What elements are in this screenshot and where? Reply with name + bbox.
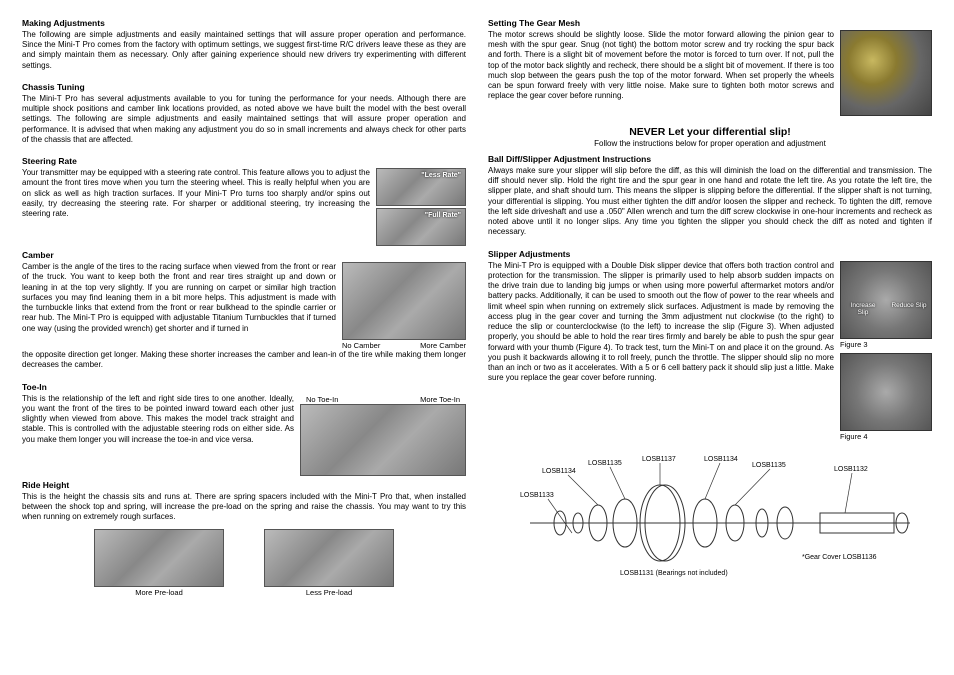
body: The Mini-T Pro is equipped with a Double… xyxy=(488,261,834,384)
caption-no-camber: No Camber xyxy=(342,341,380,350)
right-column: Setting The Gear Mesh The motor screws s… xyxy=(488,18,932,657)
heading: Setting The Gear Mesh xyxy=(488,18,932,28)
section-toe-in: Toe-In This is the relationship of the l… xyxy=(22,382,466,476)
body: Always make sure your slipper will slip … xyxy=(488,166,932,238)
subhead-never-slip: Follow the instructions below for proper… xyxy=(488,139,932,148)
gear-mesh-figure xyxy=(840,30,932,116)
heading: Steering Rate xyxy=(22,156,466,166)
heading: Toe-In xyxy=(22,382,466,392)
label-reduce-slip: Reduce Slip xyxy=(891,302,927,309)
part-label: LOSB1133 xyxy=(520,492,554,499)
heading: Slipper Adjustments xyxy=(488,249,932,259)
part-label-bottom: LOSB1131 (Bearings not included) xyxy=(620,570,728,577)
section-making-adjustments: Making Adjustments The following are sim… xyxy=(22,18,466,78)
body: The following are simple adjustments and… xyxy=(22,30,466,71)
slipper-figures: Increase Slip Reduce Slip Figure 3 Figur… xyxy=(840,261,932,441)
caption-no-toe-in: No Toe-In xyxy=(306,395,338,404)
section-ride-height: Ride Height This is the height the chass… xyxy=(22,480,466,598)
caption-more-preload: More Pre-load xyxy=(135,588,183,597)
caption-figure-3: Figure 3 xyxy=(840,340,932,349)
caption-more-camber: More Camber xyxy=(420,341,466,350)
section-steering-rate: Steering Rate Your transmitter may be eq… xyxy=(22,156,466,246)
steering-rate-figure: "Less Rate" "Full Rate" xyxy=(376,168,466,246)
caption-less-preload: Less Pre-load xyxy=(306,588,352,597)
heading: Chassis Tuning xyxy=(22,82,466,92)
body: The motor screws should be slightly loos… xyxy=(488,30,834,102)
ride-height-figures: More Pre-load Less Pre-load xyxy=(22,529,466,597)
body: The Mini-T Pro has several adjustments a… xyxy=(22,94,466,145)
part-label: LOSB1135 xyxy=(588,460,622,467)
part-label: LOSB1135 xyxy=(752,462,786,469)
exploded-diagram: LOSB1137 LOSB1135 LOSB1134 LOSB1134 LOSB… xyxy=(488,451,932,579)
camber-figure: No Camber More Camber xyxy=(342,262,466,350)
part-label: LOSB1137 xyxy=(642,456,676,463)
body: Your transmitter may be equipped with a … xyxy=(22,168,370,219)
body: This is the height the chassis sits and … xyxy=(22,492,466,523)
label-full-rate: "Full Rate" xyxy=(425,212,461,219)
section-ball-diff: Ball Diff/Slipper Adjustment Instruction… xyxy=(488,154,932,245)
section-slipper: Slipper Adjustments The Mini-T Pro is eq… xyxy=(488,249,932,441)
section-gear-mesh: Setting The Gear Mesh The motor screws s… xyxy=(488,18,932,116)
caption-figure-4: Figure 4 xyxy=(840,432,932,441)
body: This is the relationship of the left and… xyxy=(22,394,294,445)
caption-more-toe-in: More Toe-In xyxy=(420,395,460,404)
heading: Making Adjustments xyxy=(22,18,466,28)
part-label: LOSB1134 xyxy=(704,456,738,463)
part-label: LOSB1132 xyxy=(834,466,868,473)
body-cont: the opposite direction get longer. Makin… xyxy=(22,350,466,370)
body: Camber is the angle of the tires to the … xyxy=(22,262,336,334)
heading-never-slip: NEVER Let your differential slip! xyxy=(488,126,932,138)
part-label: LOSB1134 xyxy=(542,468,576,475)
heading: Camber xyxy=(22,250,466,260)
heading: Ride Height xyxy=(22,480,466,490)
section-chassis-tuning: Chassis Tuning The Mini-T Pro has severa… xyxy=(22,82,466,152)
figure-3: Increase Slip Reduce Slip xyxy=(840,261,932,339)
left-column: Making Adjustments The following are sim… xyxy=(22,18,466,657)
figure-4 xyxy=(840,353,932,431)
toe-in-figure: No Toe-In More Toe-In xyxy=(300,394,466,476)
part-label-gear-cover: *Gear Cover LOSB1136 xyxy=(802,554,877,561)
section-camber: Camber Camber is the angle of the tires … xyxy=(22,250,466,377)
label-less-rate: "Less Rate" xyxy=(421,172,461,179)
heading: Ball Diff/Slipper Adjustment Instruction… xyxy=(488,154,932,164)
label-increase-slip: Increase Slip xyxy=(845,302,881,316)
